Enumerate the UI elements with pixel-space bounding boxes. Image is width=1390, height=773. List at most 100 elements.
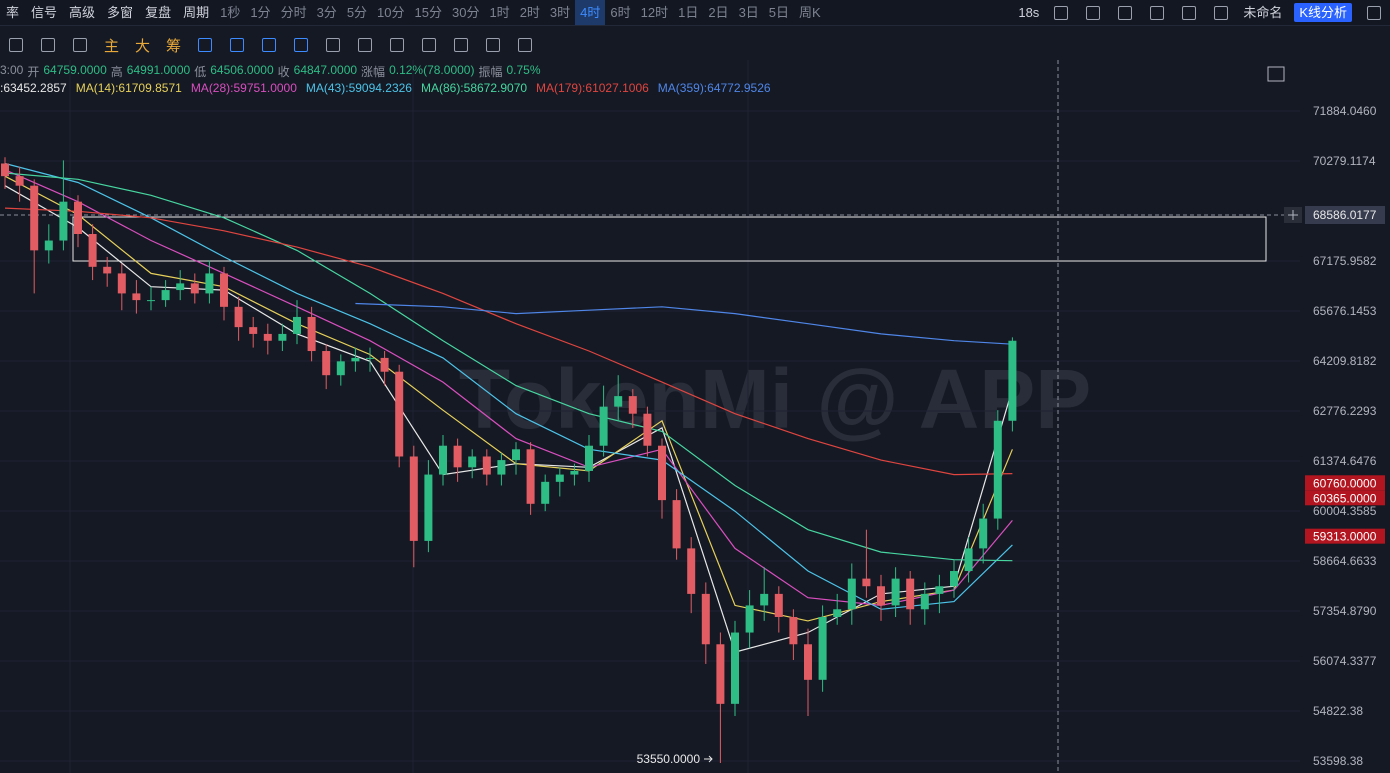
candle-body: [862, 578, 871, 587]
candle-body: [599, 406, 608, 446]
candle-body: [760, 593, 769, 606]
y-tick-label: 62776.2293: [1313, 404, 1377, 418]
interval-button[interactable]: 10分: [377, 5, 405, 20]
toolbar-item[interactable]: 多窗: [107, 5, 134, 20]
layout-name[interactable]: 未命名: [1243, 5, 1283, 20]
tool-icon[interactable]: [262, 38, 277, 52]
watermark: TokenMi @ APP: [459, 352, 1092, 446]
info-label: 收: [277, 65, 290, 79]
tool-icon[interactable]: [326, 38, 341, 52]
icon-button[interactable]: [1367, 5, 1381, 20]
candle-body: [1008, 340, 1017, 421]
legend-entry: MA(86):58672.9070: [420, 81, 528, 95]
candle-body: [643, 413, 652, 446]
candle-body: [497, 460, 506, 475]
interval-button[interactable]: 30分: [451, 5, 480, 20]
candle-body: [44, 240, 53, 251]
info-value: 64506.0000: [210, 63, 274, 77]
tool-icon[interactable]: [454, 38, 469, 52]
candle-body: [380, 357, 389, 372]
indicator-tool[interactable]: 筹: [166, 37, 182, 55]
candle-body: [512, 449, 520, 461]
indicator-tool[interactable]: 大: [135, 37, 151, 55]
candle-body: [614, 396, 623, 407]
drawn-rectangle: [72, 216, 1267, 262]
interval-button[interactable]: 周K: [799, 5, 821, 20]
interval-button[interactable]: 6时: [610, 5, 631, 20]
icon-button[interactable]: [1182, 5, 1197, 20]
y-tick-label: 65676.1453: [1313, 304, 1377, 318]
tool-icon[interactable]: [41, 38, 55, 52]
toolbar-item[interactable]: 信号: [31, 5, 58, 20]
toolbar-item[interactable]: 高级: [69, 5, 96, 20]
info-value: 0.12%(78.0000): [389, 63, 475, 77]
interval-button[interactable]: 5日: [768, 5, 790, 20]
info-label: 开: [27, 65, 40, 79]
candle-body: [351, 357, 360, 362]
y-tick-label: 53598.38: [1313, 754, 1363, 768]
time: 3:00: [0, 63, 24, 77]
tool-icon[interactable]: [73, 38, 87, 52]
candle-body: [979, 518, 988, 549]
candle-body: [993, 420, 1002, 519]
interval-button[interactable]: 5分: [346, 5, 368, 20]
info-value: 0.75%: [506, 63, 541, 77]
interval-button[interactable]: 分时: [280, 5, 307, 20]
indicator-tool[interactable]: 主: [104, 37, 120, 55]
tool-icon[interactable]: [9, 38, 23, 52]
candle-body: [220, 273, 228, 307]
candle-body: [161, 290, 170, 301]
tool-icon[interactable]: [230, 38, 245, 52]
fullscreen-icon[interactable]: [1267, 66, 1285, 82]
candle-body: [278, 333, 287, 341]
y-tick-label: 64209.8182: [1313, 354, 1377, 368]
legend-entry: MA(359):64772.9526: [657, 81, 771, 95]
candle-body: [745, 605, 754, 633]
tool-icon[interactable]: [358, 38, 373, 52]
tool-icon[interactable]: [518, 38, 533, 52]
interval-button[interactable]: 3日: [738, 5, 759, 20]
candle-body: [263, 333, 272, 341]
interval-button[interactable]: 1分: [250, 5, 271, 20]
candle-body: [249, 327, 258, 334]
icon-button[interactable]: [1086, 5, 1101, 20]
tool-icon[interactable]: [486, 38, 501, 52]
interval-button[interactable]: 1日: [678, 5, 699, 20]
interval-button[interactable]: 12时: [640, 5, 669, 20]
toolbar-item[interactable]: 率: [6, 5, 20, 20]
interval-button[interactable]: 3分: [316, 5, 337, 20]
low-marker-arrow: [704, 755, 713, 763]
analysis-button[interactable]: K线分析: [1294, 3, 1352, 22]
interval-button[interactable]: 2时: [519, 5, 540, 20]
tool-icon[interactable]: [198, 38, 213, 52]
legend-entry: MA(28):59751.0000: [190, 81, 297, 95]
tool-icon[interactable]: [422, 38, 437, 52]
tool-icon[interactable]: [390, 38, 405, 52]
legend-entry: MA(43):59094.2326: [305, 81, 412, 95]
toolbar-item[interactable]: 复盘: [145, 5, 172, 20]
candle-body: [920, 593, 929, 610]
candle-body: [789, 616, 798, 645]
interval-button[interactable]: 1秒: [220, 5, 241, 20]
interval-button[interactable]: 2日: [708, 5, 729, 20]
toolbar-item[interactable]: 周期: [183, 5, 210, 20]
candle-body: [424, 474, 433, 541]
info-label: 涨幅: [361, 65, 386, 79]
candle-body: [395, 371, 404, 457]
icon-button[interactable]: [1118, 5, 1133, 20]
icon-button[interactable]: [1054, 5, 1069, 20]
icon-button[interactable]: [1150, 5, 1165, 20]
ma-legend: :63452.2857 MA(14):61709.8571 MA(28):59751…: [0, 81, 771, 97]
icon-button[interactable]: [1214, 5, 1229, 20]
tool-icon[interactable]: [294, 38, 309, 52]
interval-button[interactable]: 1时: [489, 5, 510, 20]
candle-body: [687, 548, 696, 594]
interval-button[interactable]: 15分: [414, 5, 442, 20]
candle-body: [585, 445, 593, 471]
interval-button[interactable]: 4时: [575, 0, 606, 25]
candle-body: [570, 470, 579, 475]
interval-button[interactable]: 3时: [549, 5, 571, 20]
candle-body: [877, 586, 885, 606]
